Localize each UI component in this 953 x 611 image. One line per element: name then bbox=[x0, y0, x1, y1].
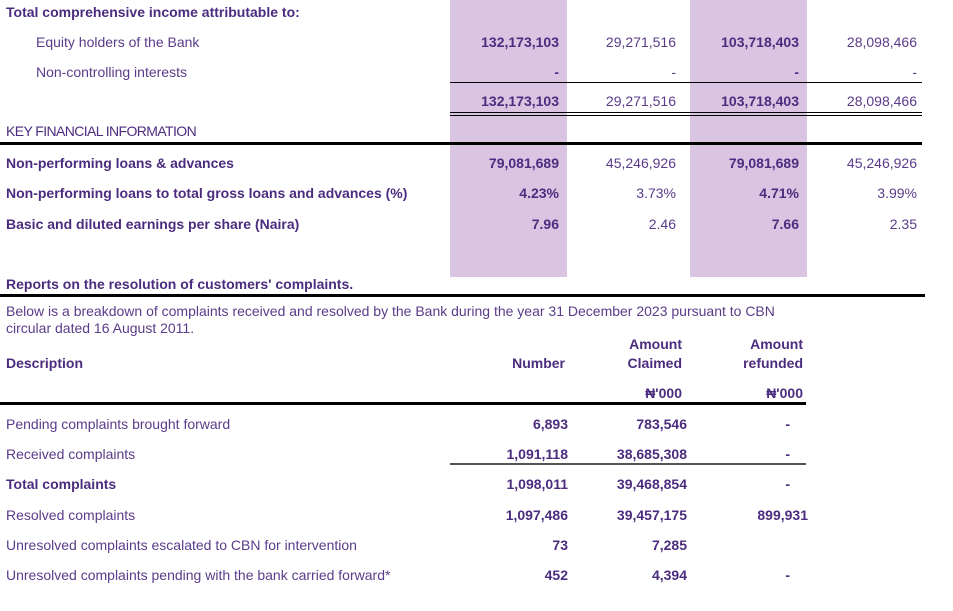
key-info-row-label: Non-performing loans to total gross loan… bbox=[6, 185, 408, 201]
income-row-value: - bbox=[554, 64, 559, 80]
complaint-row-number: 73 bbox=[552, 537, 568, 553]
unit-refunded: ₦'000 bbox=[766, 385, 803, 401]
header-refunded-2: refunded bbox=[743, 355, 803, 371]
key-info-title: KEY FINANCIAL INFORMATION bbox=[6, 123, 197, 139]
complaint-row-refunded: - bbox=[785, 416, 790, 432]
complaint-row-claimed: 783,546 bbox=[636, 416, 687, 432]
complaint-row-claimed: 7,285 bbox=[651, 537, 687, 553]
key-info-row-value: 2.46 bbox=[648, 216, 676, 232]
income-row-value: 29,271,516 bbox=[605, 34, 676, 50]
total-double-rule-2 bbox=[450, 115, 922, 116]
complaint-row-claimed: 39,468,854 bbox=[616, 476, 687, 492]
complaint-row-label: Received complaints bbox=[6, 446, 136, 462]
complaints-header-rule bbox=[0, 402, 806, 405]
received-subtotal-rule bbox=[450, 463, 806, 465]
key-info-row-value: 4.23% bbox=[519, 185, 559, 201]
subtotal-rule bbox=[450, 82, 922, 83]
income-row-value: 132,173,103 bbox=[481, 34, 559, 50]
key-info-rule bbox=[0, 142, 922, 145]
key-info-row-value: 4.71% bbox=[759, 185, 799, 201]
complaints-rule bbox=[0, 294, 925, 297]
complaint-row-label: Pending complaints brought forward bbox=[6, 416, 231, 432]
key-info-row-value: 7.66 bbox=[771, 216, 799, 232]
key-info-row-value: 45,246,926 bbox=[605, 155, 676, 171]
key-info-row-value: 45,246,926 bbox=[846, 155, 917, 171]
income-row-value: - bbox=[912, 64, 917, 80]
income-title: Total comprehensive income attributable … bbox=[6, 4, 300, 20]
key-info-row-value: 3.99% bbox=[877, 185, 917, 201]
key-info-row-value: 2.35 bbox=[889, 216, 917, 232]
key-info-row-value: 3.73% bbox=[636, 185, 676, 201]
complaint-row-label: Total complaints bbox=[6, 476, 117, 492]
key-info-row-label: Non-performing loans & advances bbox=[6, 155, 234, 171]
key-info-row-value: 79,081,689 bbox=[728, 155, 799, 171]
income-row-value: 132,173,103 bbox=[481, 93, 559, 109]
income-row-value: - bbox=[794, 64, 799, 80]
income-row-value: 28,098,466 bbox=[846, 34, 917, 50]
complaint-row-number: 452 bbox=[544, 567, 568, 583]
income-row-label: Non-controlling interests bbox=[36, 64, 187, 80]
header-number: Number bbox=[512, 355, 565, 371]
complaint-row-refunded: 899,931 bbox=[757, 507, 808, 523]
complaint-row-refunded: - bbox=[785, 476, 790, 492]
complaint-row-label: Unresolved complaints pending with the b… bbox=[6, 567, 391, 583]
complaint-row-number: 1,098,011 bbox=[506, 476, 568, 492]
income-row-value: 28,098,466 bbox=[846, 93, 917, 109]
complaints-title: Reports on the resolution of customers' … bbox=[6, 276, 354, 292]
header-description: Description bbox=[6, 355, 84, 371]
complaints-intro-line2: circular dated 16 August 2011. bbox=[6, 320, 195, 336]
complaint-row-claimed: 39,457,175 bbox=[616, 507, 687, 523]
complaint-row-number: 1,091,118 bbox=[506, 446, 568, 462]
complaints-intro-line1: Below is a breakdown of complaints recei… bbox=[6, 303, 775, 319]
key-info-row-value: 7.96 bbox=[531, 216, 559, 232]
income-row-value: - bbox=[671, 64, 676, 80]
key-info-row-label: Basic and diluted earnings per share (Na… bbox=[6, 216, 300, 232]
total-double-rule-1 bbox=[450, 112, 922, 113]
income-row-value: 103,718,403 bbox=[721, 34, 799, 50]
header-claimed-2: Claimed bbox=[627, 355, 682, 371]
complaint-row-number: 1,097,486 bbox=[505, 507, 568, 523]
header-refunded-1: Amount bbox=[750, 336, 803, 352]
complaint-row-refunded: - bbox=[785, 567, 790, 583]
header-claimed-1: Amount bbox=[629, 336, 682, 352]
key-info-row-value: 79,081,689 bbox=[488, 155, 559, 171]
unit-claimed: ₦'000 bbox=[645, 385, 682, 401]
highlight-column-group-current bbox=[450, 0, 567, 277]
complaint-row-number: 6,893 bbox=[532, 416, 568, 432]
income-row-value: 103,718,403 bbox=[721, 93, 799, 109]
complaint-row-claimed: 4,394 bbox=[651, 567, 687, 583]
income-row-value: 29,271,516 bbox=[605, 93, 676, 109]
complaint-row-label: Unresolved complaints escalated to CBN f… bbox=[6, 537, 357, 553]
complaint-row-claimed: 38,685,308 bbox=[616, 446, 687, 462]
highlight-column-bank-current bbox=[690, 0, 807, 277]
complaint-row-label: Resolved complaints bbox=[6, 507, 136, 523]
complaint-row-refunded: - bbox=[785, 446, 790, 462]
income-row-label: Equity holders of the Bank bbox=[36, 34, 200, 50]
